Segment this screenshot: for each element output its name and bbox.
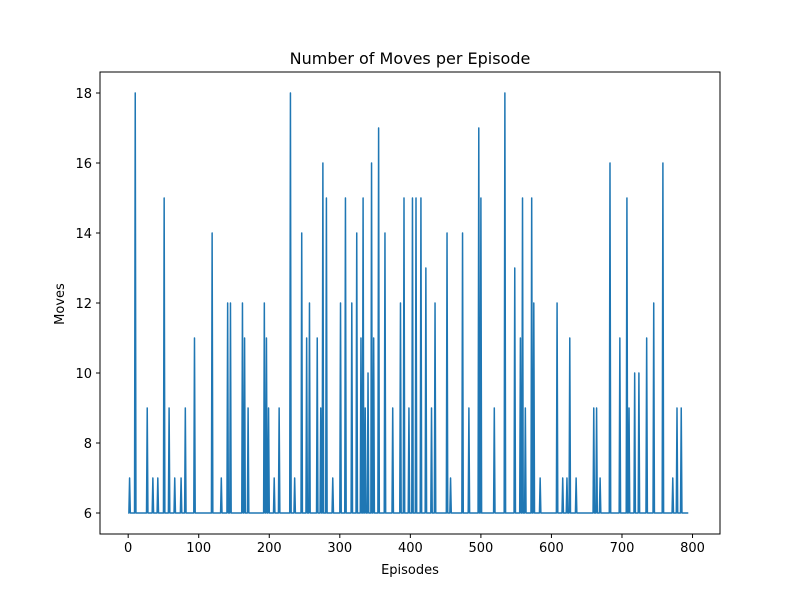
x-axis-label: Episodes: [381, 563, 439, 578]
y-tick-label: 10: [75, 367, 92, 382]
y-tick-label: 18: [75, 87, 92, 102]
y-tick-label: 8: [84, 437, 92, 452]
x-tick-label: 0: [124, 541, 132, 556]
y-tick-label: 14: [75, 227, 92, 242]
chart-title: Number of Moves per Episode: [290, 49, 531, 68]
x-tick-label: 300: [327, 541, 352, 556]
y-axis-label: Moves: [53, 283, 68, 325]
x-tick-label: 400: [398, 541, 423, 556]
data-line: [128, 92, 689, 514]
x-tick-label: 600: [539, 541, 564, 556]
y-tick-label: 16: [75, 157, 92, 172]
y-tick-label: 12: [75, 297, 92, 312]
x-tick-label: 200: [257, 541, 282, 556]
y-tick-label: 6: [84, 507, 92, 522]
x-tick-label: 700: [610, 541, 635, 556]
x-tick-label: 100: [186, 541, 211, 556]
x-tick-label: 500: [468, 541, 493, 556]
x-tick-label: 800: [680, 541, 705, 556]
plot-frame: [99, 71, 721, 535]
